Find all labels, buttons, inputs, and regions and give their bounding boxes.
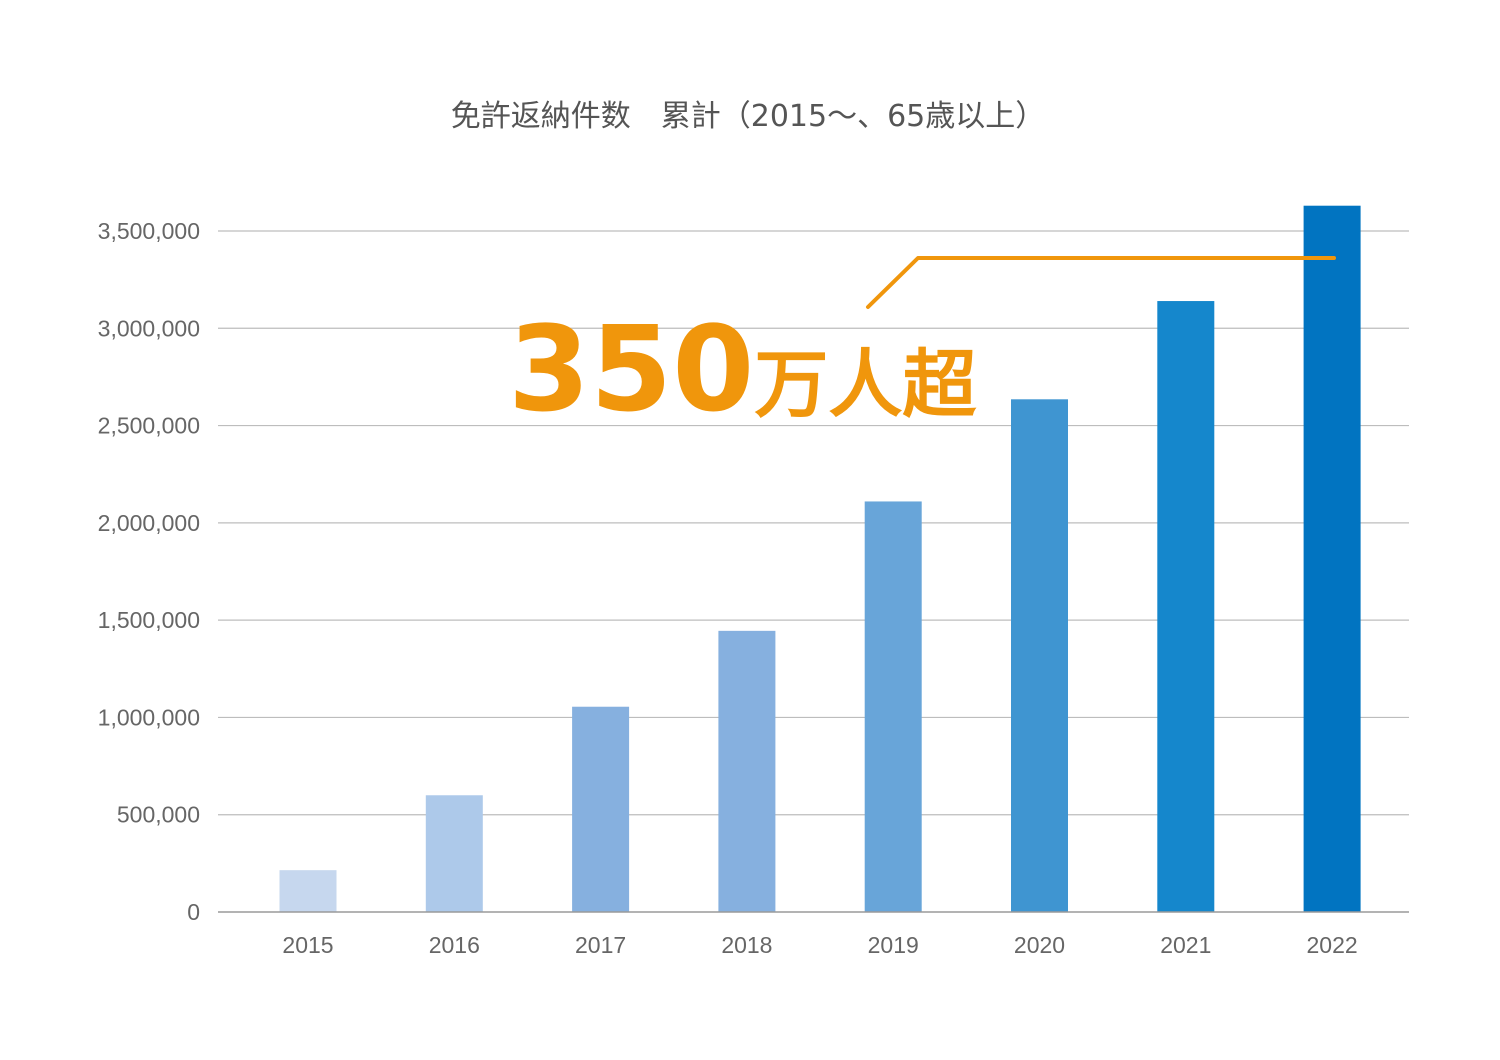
x-axis-tick-labels: 2015 2016 2017 2018 2019 2020 2021 2022 <box>282 932 1357 958</box>
y-tick-label: 3,000,000 <box>98 315 200 341</box>
bar-2021 <box>1157 301 1215 912</box>
x-tick-label-2017: 2017 <box>575 932 626 958</box>
bar-2015 <box>279 870 337 912</box>
y-tick-label: 3,500,000 <box>98 218 200 244</box>
bars <box>279 205 1361 913</box>
callout-number: 350 <box>508 300 754 438</box>
y-tick-label: 1,000,000 <box>98 704 200 730</box>
x-tick-label-2021: 2021 <box>1160 932 1211 958</box>
bar-2018 <box>718 630 776 912</box>
x-tick-label-2016: 2016 <box>429 932 480 958</box>
y-tick-label: 2,000,000 <box>98 510 200 536</box>
callout-text: 350万人超 <box>508 300 977 438</box>
y-axis-tick-labels: 0 500,000 1,000,000 1,500,000 2,000,000 2,500… <box>98 218 200 925</box>
x-tick-label-2018: 2018 <box>721 932 772 958</box>
bar-2020 <box>1011 399 1068 912</box>
gridlines <box>218 230 1409 816</box>
bar-2017 <box>572 706 630 912</box>
x-tick-label-2022: 2022 <box>1307 932 1358 958</box>
callout-unit: 万人超 <box>754 342 977 428</box>
y-tick-label: 0 <box>187 899 200 925</box>
bar-2016 <box>425 795 483 912</box>
y-tick-label: 1,500,000 <box>98 607 200 633</box>
y-tick-label: 500,000 <box>117 802 200 828</box>
y-tick-label: 2,500,000 <box>98 413 200 439</box>
x-tick-label-2020: 2020 <box>1014 932 1065 958</box>
bar-2019 <box>864 501 922 912</box>
callout-leader-line <box>866 256 1336 309</box>
x-tick-label-2019: 2019 <box>868 932 919 958</box>
callout-annotation: 350万人超 <box>508 256 1336 438</box>
chart-title: 免許返納件数 累計（2015～、65歳以上） <box>451 99 1046 134</box>
bar-2022 <box>1303 205 1361 913</box>
x-tick-label-2015: 2015 <box>282 932 333 958</box>
